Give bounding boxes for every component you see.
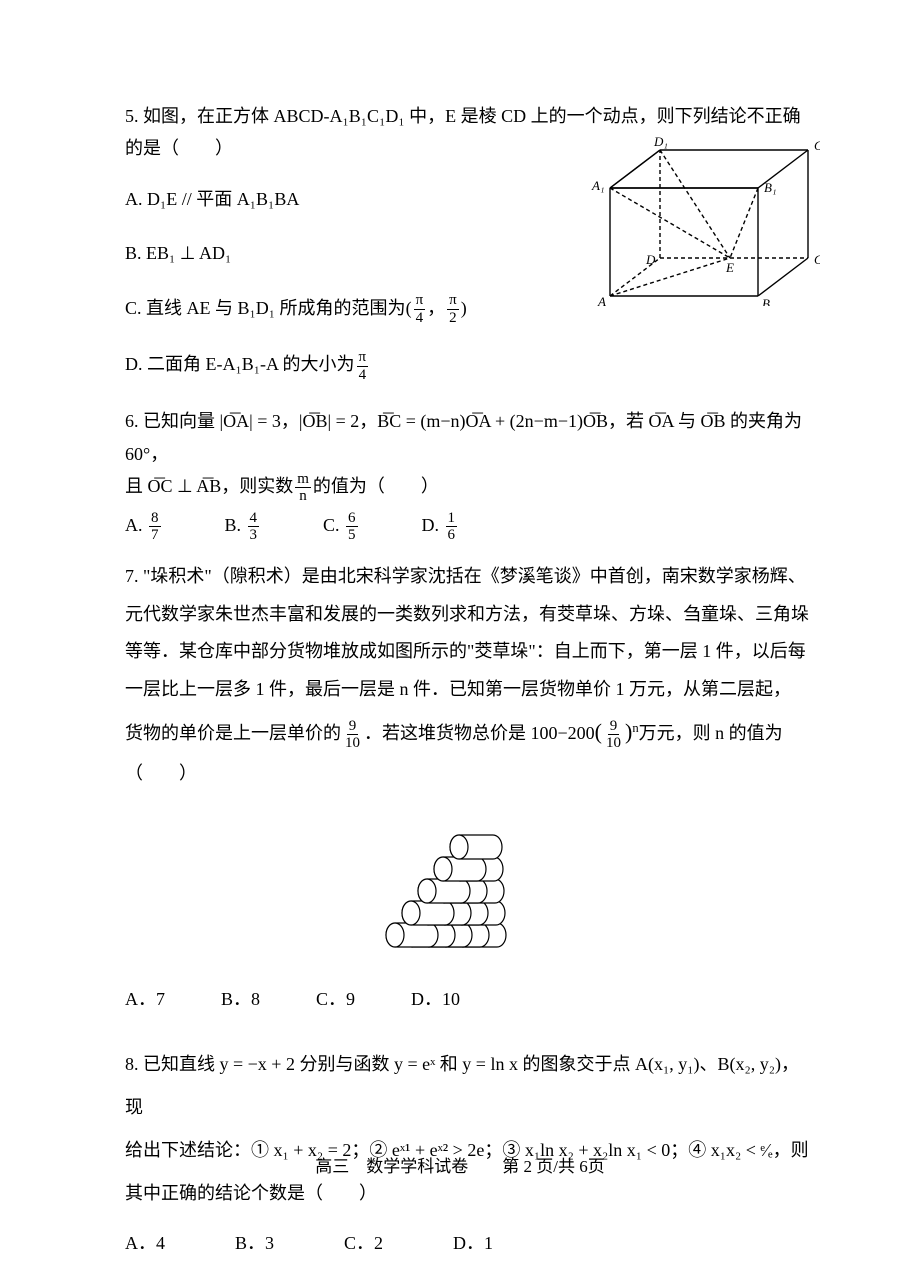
q6-a-den: 7 xyxy=(149,527,161,544)
svg-text:C₁: C₁ xyxy=(814,138,820,153)
cube-diagram: A B C D A₁ B₁ C₁ D₁ E xyxy=(590,136,820,306)
page-footer: 高三 数学学科试卷 第 2 页/共 6页 xyxy=(0,1152,920,1183)
q8-option-c: C．2 xyxy=(344,1222,383,1265)
q6-c-label: C. xyxy=(323,515,340,535)
svg-text:E: E xyxy=(725,260,734,275)
q6-stem2-frac-den: n xyxy=(297,488,309,505)
q6-d-label: D. xyxy=(422,515,440,535)
q6-options: A. 87 B. 43 C. 65 D. 16 xyxy=(125,509,810,544)
q6-a-num: 8 xyxy=(149,510,161,528)
q5-option-c: C. 直线 AE 与 B₁D₁ 所成角的范围为(π4，π2) xyxy=(125,292,536,327)
q7-option-b: B．8 xyxy=(221,981,260,1019)
q7-frac2: 910 xyxy=(604,718,623,752)
q6-b-num: 4 xyxy=(248,510,260,528)
q7-f1-den: 10 xyxy=(343,735,362,752)
q6-c-num: 6 xyxy=(346,510,358,528)
q6-a-label: A. xyxy=(125,515,143,535)
question-5: 5. 如图，在正方体 ABCD-A₁B₁C₁D₁ 中，E 是棱 CD 上的一个动… xyxy=(125,100,810,383)
q5-c-frac2-num: π xyxy=(447,292,459,310)
q7-figure-wrap xyxy=(125,817,810,957)
q7-option-d: D．10 xyxy=(411,981,460,1019)
q7-f2-den: 10 xyxy=(604,735,623,752)
q6-stem-line1: 6. 已知向量 |O͞A| = 3，|O͞B| = 2，B͞C = (m−n)O… xyxy=(125,405,810,470)
q8-line1: 8. 已知直线 y = −x + 2 分别与函数 y = eˣ 和 y = ln… xyxy=(125,1043,810,1129)
q5-c-frac1-den: 4 xyxy=(414,310,426,327)
svg-text:A₁: A₁ xyxy=(591,178,604,193)
q7-option-a: A．7 xyxy=(125,981,165,1019)
q7-option-c: C．9 xyxy=(316,981,355,1019)
q5-c-frac2: π2 xyxy=(447,292,459,326)
q7-para1: 7. "垛积术"（隙积术）是由北宋科学家沈括在《梦溪笔谈》中首创，南宋数学家杨辉… xyxy=(125,566,809,699)
q6-option-a: A. 87 xyxy=(125,509,163,544)
q5-c-frac1: π4 xyxy=(414,292,426,326)
q5-c-open: ( xyxy=(406,298,412,318)
q5-c-comma: ， xyxy=(427,298,445,318)
svg-text:B: B xyxy=(762,296,770,306)
q5-option-d: D. 二面角 E-A₁B₁-A 的大小为π4 xyxy=(125,348,536,383)
stacked-cylinders-diagram xyxy=(383,817,553,957)
q5-d-frac-den: 4 xyxy=(357,367,369,384)
q8-option-d: D．1 xyxy=(453,1222,493,1265)
q8-options: A．4 B．3 C．2 D．1 xyxy=(125,1222,810,1265)
q6-stem2-frac: mn xyxy=(295,471,311,505)
q6-b-label: B. xyxy=(225,515,242,535)
q7-frac1: 910 xyxy=(343,718,362,752)
q6-c-den: 5 xyxy=(346,527,358,544)
svg-text:B₁: B₁ xyxy=(764,180,776,195)
q6-d-num: 1 xyxy=(446,510,458,528)
q6-b-den: 3 xyxy=(248,527,260,544)
svg-text:D₁: D₁ xyxy=(653,136,668,149)
q7-p2-mid: ．若这堆货物总价是 100−200 xyxy=(364,723,595,743)
q6-stem-line2: 且 O͞C ⊥ A͞B，则实数mn的值为（ ） xyxy=(125,470,810,505)
q6-option-c: C. 65 xyxy=(323,509,360,544)
svg-text:D: D xyxy=(645,252,656,267)
q5-c-close: ) xyxy=(461,298,467,318)
q5-c-frac2-den: 2 xyxy=(447,310,459,327)
q6-b-frac: 43 xyxy=(248,510,260,544)
q6-d-frac: 16 xyxy=(446,510,458,544)
question-7: 7. "垛积术"（隙积术）是由北宋科学家沈括在《梦溪笔谈》中首创，南宋数学家杨辉… xyxy=(125,558,810,1019)
q8-option-a: A．4 xyxy=(125,1222,165,1265)
svg-text:A: A xyxy=(597,294,606,306)
q6-option-d: D. 16 xyxy=(422,509,460,544)
q6-stem2-prefix: 且 O͞C ⊥ A͞B，则实数 xyxy=(125,476,293,496)
q6-option-b: B. 43 xyxy=(225,509,262,544)
q7-p2-prefix: 货物的单价是上一层单价的 xyxy=(125,723,341,743)
question-6: 6. 已知向量 |O͞A| = 3，|O͞B| = 2，B͞C = (m−n)O… xyxy=(125,405,810,544)
q5-c-frac1-num: π xyxy=(414,292,426,310)
q7-options: A．7 B．8 C．9 D．10 xyxy=(125,981,810,1019)
q6-stem2-frac-num: m xyxy=(295,471,311,489)
q6-c-frac: 65 xyxy=(346,510,358,544)
q5-d-prefix: D. 二面角 E-A₁B₁-A 的大小为 xyxy=(125,354,355,374)
q6-d-den: 6 xyxy=(446,527,458,544)
q5-c-prefix: C. 直线 AE 与 B₁D₁ 所成角的范围为 xyxy=(125,298,406,318)
q7-f1-num: 9 xyxy=(347,718,359,736)
q5-d-frac-num: π xyxy=(357,349,369,367)
q5-option-b: B. EB₁ ⊥ AD₁ xyxy=(125,237,536,269)
q8-option-b: B．3 xyxy=(235,1222,274,1265)
q7-para2: 货物的单价是上一层单价的910．若这堆货物总价是 100−200(910)n万元… xyxy=(125,709,810,793)
q6-a-frac: 87 xyxy=(149,510,161,544)
q5-option-a: A. D₁E // 平面 A₁B₁BA xyxy=(125,183,536,215)
svg-text:C: C xyxy=(814,252,820,267)
q6-stem2-suffix: 的值为（ ） xyxy=(313,476,439,496)
q5-d-frac: π4 xyxy=(357,349,369,383)
q5-options: A. D₁E // 平面 A₁B₁BA B. EB₁ ⊥ AD₁ C. 直线 A… xyxy=(125,183,536,384)
q7-f2-num: 9 xyxy=(608,718,620,736)
